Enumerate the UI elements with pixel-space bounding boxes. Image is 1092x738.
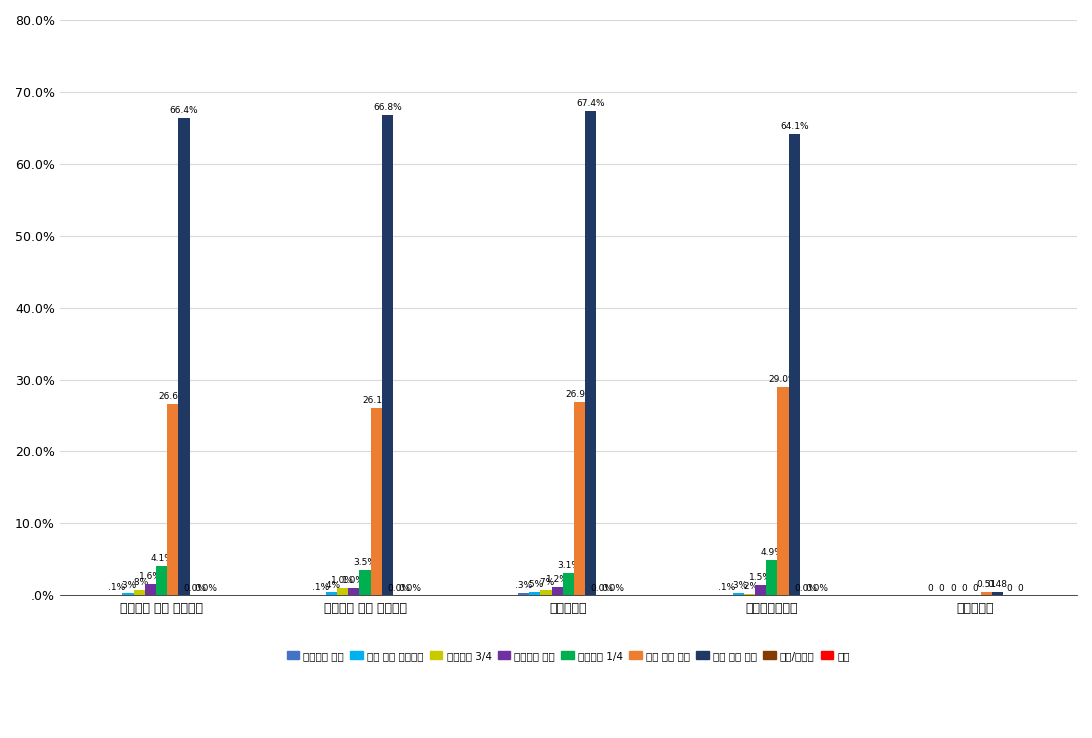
Text: 0: 0 — [1006, 584, 1011, 593]
Text: 66.8%: 66.8% — [373, 103, 402, 112]
Bar — [585, 111, 596, 596]
Bar — [178, 118, 190, 596]
Text: 26.6%: 26.6% — [158, 392, 187, 401]
Bar — [325, 593, 337, 596]
Bar — [562, 573, 574, 596]
Bar — [981, 592, 992, 596]
Text: 3.5%: 3.5% — [354, 558, 377, 568]
Bar — [530, 592, 541, 596]
Text: .1%: .1% — [719, 583, 736, 592]
Text: 0: 0 — [928, 584, 934, 593]
Text: 0.0%: 0.0% — [805, 584, 828, 593]
Text: 4.9%: 4.9% — [760, 548, 783, 557]
Bar — [348, 588, 359, 596]
Bar — [359, 570, 370, 596]
Text: .1%: .1% — [311, 583, 329, 592]
Bar — [733, 593, 744, 596]
Bar — [156, 566, 167, 596]
Legend: 근무시간 내내, 거의 모든 근무시간, 근무시간 3/4, 근무시간 절반, 근무시간 1/4, 거의 노출 안됨, 절대 노출 안됨, 모름/무응답, 거절: 근무시간 내내, 거의 모든 근무시간, 근무시간 3/4, 근무시간 절반, … — [283, 646, 854, 665]
Bar — [551, 587, 562, 596]
Text: 0.0%: 0.0% — [794, 584, 817, 593]
Bar — [767, 560, 778, 596]
Text: .4%: .4% — [323, 581, 340, 590]
Text: 0.0%: 0.0% — [183, 584, 206, 593]
Bar — [370, 407, 382, 596]
Text: .2%: .2% — [740, 582, 758, 591]
Text: 0: 0 — [1017, 584, 1023, 593]
Bar — [744, 594, 755, 596]
Text: 1.0%: 1.0% — [342, 576, 366, 585]
Text: 26.9%: 26.9% — [566, 390, 594, 399]
Text: 3.1%: 3.1% — [557, 561, 580, 570]
Text: 0: 0 — [961, 584, 968, 593]
Text: .3%: .3% — [729, 582, 747, 590]
Text: 0: 0 — [939, 584, 945, 593]
Text: .3%: .3% — [515, 582, 532, 590]
Text: 0.0%: 0.0% — [194, 584, 217, 593]
Bar — [337, 588, 348, 596]
Text: 0.0%: 0.0% — [387, 584, 411, 593]
Text: 0: 0 — [950, 584, 956, 593]
Bar — [167, 404, 178, 596]
Text: .5%: .5% — [526, 580, 544, 589]
Text: .3%: .3% — [119, 582, 136, 590]
Text: 64.1%: 64.1% — [780, 123, 808, 131]
Bar — [541, 590, 551, 596]
Text: 4.1%: 4.1% — [150, 554, 173, 563]
Bar — [574, 402, 585, 596]
Text: 1.0%: 1.0% — [331, 576, 354, 585]
Bar — [778, 387, 788, 596]
Text: 1.6%: 1.6% — [139, 572, 162, 581]
Bar — [518, 593, 530, 596]
Text: 0.0%: 0.0% — [602, 584, 625, 593]
Text: 1.5%: 1.5% — [749, 573, 772, 582]
Bar — [382, 115, 393, 596]
Text: 0.51: 0.51 — [976, 580, 997, 589]
Text: 1.2%: 1.2% — [546, 575, 569, 584]
Text: 0.48: 0.48 — [987, 580, 1008, 589]
Text: 29.0%: 29.0% — [769, 375, 797, 384]
Text: 0.0%: 0.0% — [399, 584, 422, 593]
Text: .7%: .7% — [537, 579, 555, 587]
Bar — [122, 593, 133, 596]
Bar — [145, 584, 156, 596]
Text: 66.4%: 66.4% — [169, 106, 199, 115]
Bar — [992, 592, 1004, 596]
Text: 26.1%: 26.1% — [361, 396, 391, 404]
Text: 0.0%: 0.0% — [591, 584, 614, 593]
Bar — [755, 584, 767, 596]
Bar — [788, 134, 799, 596]
Text: 67.4%: 67.4% — [577, 99, 605, 108]
Text: .8%: .8% — [131, 578, 147, 587]
Text: 0: 0 — [972, 584, 978, 593]
Text: .1%: .1% — [108, 583, 126, 592]
Bar — [133, 590, 145, 596]
